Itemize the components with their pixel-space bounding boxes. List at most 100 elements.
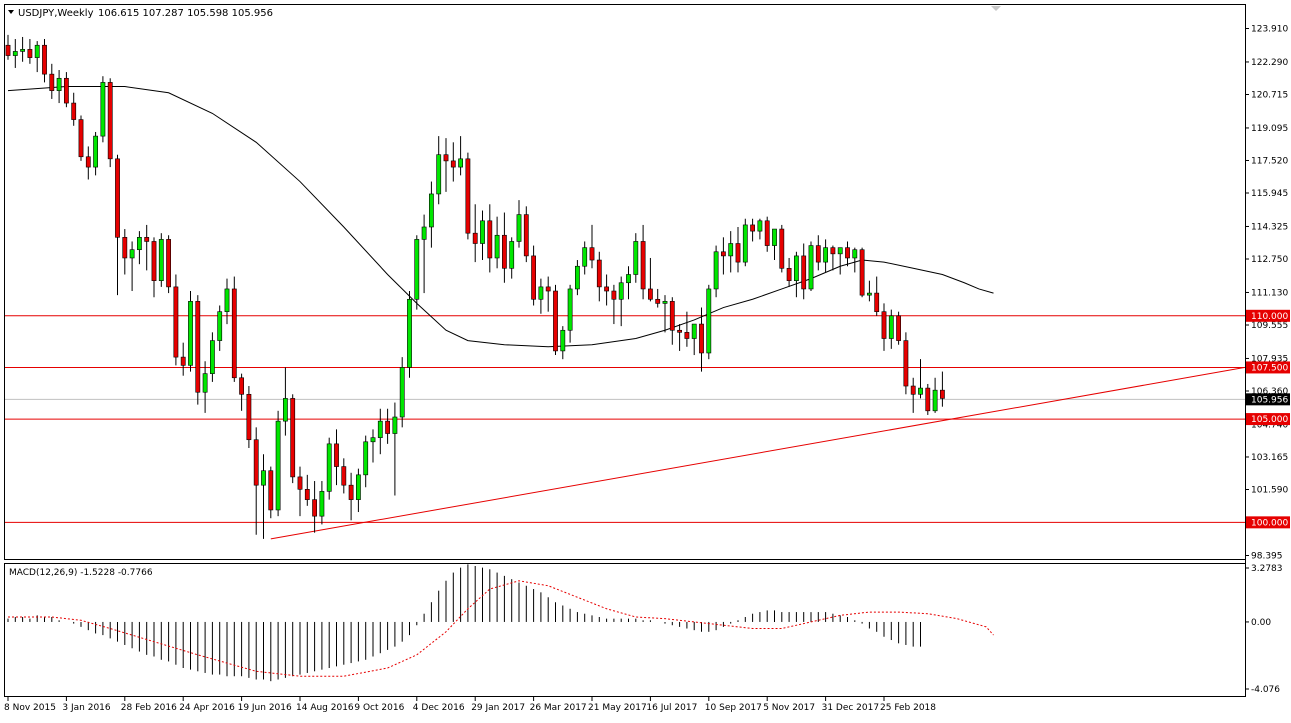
collapse-arrow-icon[interactable]: [8, 10, 14, 14]
candle-body: [662, 301, 668, 304]
candle: [231, 276, 237, 382]
candle-body: [669, 301, 675, 331]
candle-body: [414, 239, 420, 300]
date-tick-label: 5 Nov 2017: [763, 703, 815, 713]
candle: [567, 284, 573, 343]
candle-body: [699, 323, 704, 354]
candle: [217, 305, 223, 351]
candle: [728, 231, 734, 273]
candle: [618, 276, 624, 327]
candle: [786, 257, 792, 287]
candle-body: [779, 228, 785, 269]
candle-body: [465, 158, 471, 234]
candle: [757, 218, 763, 240]
candle-body: [407, 298, 412, 368]
candle-body: [523, 214, 529, 257]
candle: [735, 226, 741, 273]
candle: [414, 235, 420, 310]
candle-body: [567, 288, 573, 331]
candle: [158, 233, 164, 287]
candle: [845, 241, 850, 267]
candle-body: [246, 393, 252, 441]
candle: [326, 437, 332, 500]
candle: [370, 429, 376, 463]
candle: [20, 36, 25, 62]
candle-body: [56, 77, 62, 91]
level-price-label: 110.000: [1251, 312, 1288, 322]
candle: [100, 76, 106, 143]
candle: [5, 34, 11, 60]
level-price-label-box: [1246, 516, 1290, 529]
candle-body: [436, 154, 442, 195]
scroll-indicator-icon[interactable]: [991, 6, 1001, 11]
candle: [538, 278, 544, 314]
candle: [107, 78, 113, 168]
candle-body: [837, 247, 843, 255]
candle-body: [531, 255, 536, 300]
ohlc-readout: 106.615 107.287 105.598 105.956: [98, 8, 273, 19]
candle: [903, 332, 909, 395]
candle: [815, 235, 821, 271]
date-tick-label: 29 Jan 2017: [471, 703, 525, 713]
candle-body: [808, 245, 814, 290]
candle: [239, 373, 244, 411]
candle-body: [728, 243, 734, 257]
candle-body: [925, 387, 931, 412]
candle-body: [553, 290, 558, 352]
candle-body: [691, 323, 697, 339]
candle-body: [93, 135, 98, 168]
candle: [808, 241, 814, 292]
candle-body: [399, 367, 405, 418]
date-tick-label: 14 Aug 2016: [296, 703, 354, 713]
date-tick-label: 24 Apr 2016: [179, 703, 235, 713]
candle-body: [896, 315, 901, 341]
candle: [78, 115, 84, 161]
candle: [355, 468, 361, 513]
candle: [560, 326, 566, 360]
candle-body: [706, 288, 712, 354]
candle: [137, 231, 142, 265]
candle: [611, 284, 617, 325]
price-tick-label: 98.395: [1251, 552, 1283, 562]
candle-body: [793, 255, 799, 281]
candle-body: [115, 158, 120, 238]
candle-body: [830, 247, 836, 255]
moving-average-line: [7, 86, 994, 348]
candle-body: [64, 77, 69, 104]
candle: [859, 247, 865, 298]
candle-body: [202, 373, 208, 393]
price-tick-label: 122.290: [1251, 58, 1288, 68]
candle: [553, 284, 558, 356]
price-tick-label: 119.095: [1251, 124, 1288, 134]
candle-body: [195, 301, 201, 393]
candle-body: [764, 220, 770, 246]
candle: [399, 357, 405, 428]
candle: [465, 152, 471, 240]
date-tick-label: 19 Jun 2016: [238, 703, 292, 713]
symbol-title: USDJPY,Weekly: [18, 8, 94, 19]
date-tick-label: 9 Oct 2016: [354, 703, 404, 713]
candle: [837, 247, 843, 275]
level-price-label: 100.000: [1251, 518, 1288, 528]
candle-body: [27, 49, 33, 58]
candle-body: [772, 228, 777, 246]
candle: [772, 228, 777, 261]
candle: [633, 233, 639, 283]
candle: [589, 224, 595, 269]
macd-tick-label: -4.076: [1251, 685, 1280, 695]
candle: [268, 466, 274, 519]
candle: [363, 435, 369, 488]
macd-tick-label: 0.00: [1251, 618, 1271, 628]
candle: [173, 274, 179, 366]
candle: [874, 276, 880, 316]
candle: [348, 472, 354, 521]
candle-body: [684, 332, 690, 339]
candle: [385, 408, 390, 444]
candle-body: [450, 160, 456, 168]
candle-body: [655, 298, 661, 304]
candle: [801, 243, 807, 300]
candle-body: [888, 315, 894, 339]
candle-body: [188, 301, 193, 366]
candle: [202, 361, 208, 413]
